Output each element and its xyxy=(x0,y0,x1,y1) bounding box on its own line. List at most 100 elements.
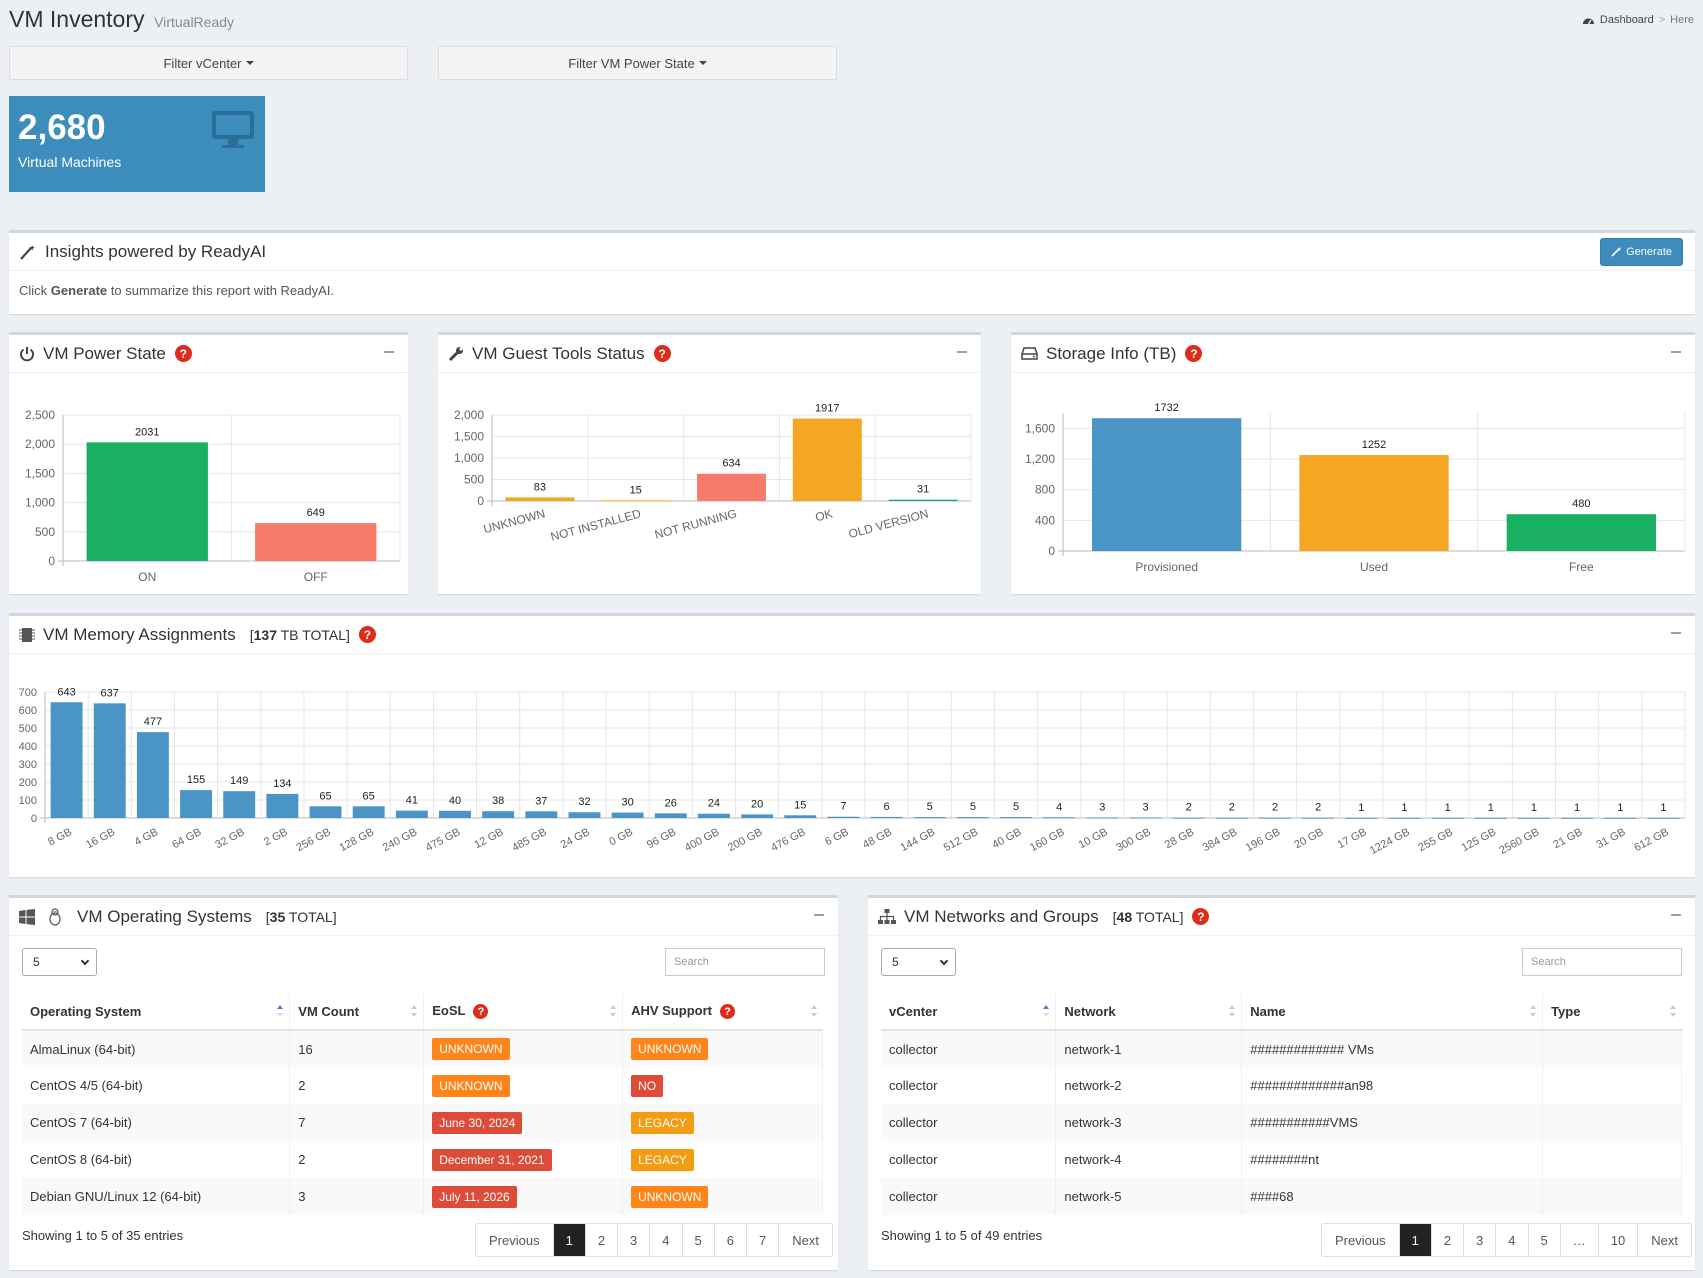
col-header-vm-count[interactable]: VM Count xyxy=(289,993,425,1031)
x-tick-label: 10 GB xyxy=(1077,826,1110,851)
networks-search-input[interactable]: Search xyxy=(1522,948,1682,976)
bar xyxy=(352,806,385,818)
x-tick-label: 2560 GB xyxy=(1497,826,1541,857)
os-name-cell: CentOS 7 (64-bit) xyxy=(22,1104,291,1141)
pagination-page[interactable]: 5 xyxy=(1529,1224,1561,1256)
y-tick-label: 2,000 xyxy=(454,408,484,422)
data-label: 2 xyxy=(1272,802,1278,814)
pagination-page[interactable]: 5 xyxy=(683,1224,715,1256)
col-header-vm-count-label: VM Count xyxy=(298,1003,359,1019)
os-page-size-select[interactable]: 5 xyxy=(22,948,97,976)
data-label: 3 xyxy=(1142,801,1148,813)
pagination-page[interactable]: 6 xyxy=(715,1224,747,1256)
y-tick-label: 1,000 xyxy=(454,451,484,465)
x-tick-label: 48 GB xyxy=(861,826,894,851)
pagination-page[interactable]: 10 xyxy=(1599,1224,1639,1256)
pagination-page[interactable]: 2 xyxy=(1432,1224,1465,1256)
eosl-badge: UNKNOWN xyxy=(432,1038,510,1060)
networks-page-size-select[interactable]: 5 xyxy=(881,948,956,976)
sort-icon xyxy=(1669,1005,1676,1017)
networks-header: VM Networks and Groups [48 TOTAL] ? xyxy=(868,898,1695,936)
collapse-icon[interactable] xyxy=(1671,914,1681,916)
pagination-page[interactable]: 3 xyxy=(1464,1224,1497,1256)
x-tick-label: 400 GB xyxy=(683,826,722,854)
data-label: 149 xyxy=(230,775,248,787)
y-tick-label: 500 xyxy=(464,473,484,487)
col-header-network[interactable]: Network xyxy=(1055,993,1243,1031)
caret-down-icon xyxy=(245,61,254,65)
os-search-input[interactable]: Search xyxy=(665,948,825,976)
collapse-icon[interactable] xyxy=(1671,632,1681,634)
network-cell: network-1 xyxy=(1055,1030,1243,1067)
col-header-name[interactable]: Name xyxy=(1241,993,1544,1031)
col-header-os-label: Operating System xyxy=(30,1003,142,1019)
help-icon[interactable]: ? xyxy=(1192,908,1210,925)
networks-total-unit: TOTAL xyxy=(1135,908,1180,925)
pagination-page[interactable]: 2 xyxy=(586,1224,619,1256)
bar xyxy=(1000,817,1033,819)
pagination-page[interactable]: 1 xyxy=(1399,1224,1432,1256)
y-tick-label: 400 xyxy=(19,741,37,753)
bar xyxy=(1604,817,1637,819)
col-header-type[interactable]: Type xyxy=(1542,993,1682,1031)
collapse-icon[interactable] xyxy=(814,914,824,916)
bar xyxy=(1474,817,1507,819)
x-tick-label: 475 GB xyxy=(424,826,463,854)
collapse-icon[interactable] xyxy=(384,351,394,353)
help-icon[interactable]: ? xyxy=(358,626,376,643)
memory-total-value: 137 xyxy=(253,626,277,643)
vm-count-label: Virtual Machines xyxy=(18,154,122,170)
data-label: 1 xyxy=(1617,802,1623,814)
pagination-page[interactable]: 4 xyxy=(1496,1224,1529,1256)
pagination-page[interactable]: 4 xyxy=(650,1224,683,1256)
pagination-page[interactable]: 7 xyxy=(747,1224,780,1256)
data-label: 7 xyxy=(840,801,846,813)
data-label: 1 xyxy=(1445,802,1451,814)
data-label: 1 xyxy=(1358,802,1364,814)
pagination-next[interactable]: Next xyxy=(1651,1232,1678,1248)
x-tick-label: 40 GB xyxy=(990,826,1023,851)
x-tick-label: 20 GB xyxy=(1292,826,1325,851)
vcenter-cell: collector xyxy=(881,1178,1057,1215)
y-tick-label: 0 xyxy=(477,494,484,508)
breadcrumb-dashboard[interactable]: Dashboard xyxy=(1599,14,1654,26)
col-header-vcenter[interactable]: vCenter xyxy=(881,993,1057,1031)
filter-vcenter-button[interactable]: Filter vCenter xyxy=(9,46,408,80)
col-header-os[interactable]: Operating System xyxy=(22,993,291,1031)
col-header-eosl[interactable]: EoSL? xyxy=(423,993,624,1031)
y-tick-label: 0 xyxy=(31,813,37,825)
bar xyxy=(1043,817,1076,819)
col-header-ahv[interactable]: AHV Support? xyxy=(622,993,823,1031)
data-label: 65 xyxy=(363,790,375,802)
data-label: 1 xyxy=(1531,802,1537,814)
os-page-size-value: 5 xyxy=(33,955,40,969)
x-tick-label: 125 GB xyxy=(1460,826,1499,854)
name-cell: #############an98 xyxy=(1241,1067,1544,1104)
y-tick-label: 300 xyxy=(19,759,37,771)
breadcrumb-here: Here xyxy=(1670,14,1694,26)
help-icon[interactable]: ? xyxy=(1185,345,1203,362)
help-icon[interactable]: ? xyxy=(473,1004,489,1020)
pagination-page[interactable]: 3 xyxy=(618,1224,651,1256)
pagination-next[interactable]: Next xyxy=(792,1232,819,1248)
help-icon[interactable]: ? xyxy=(653,345,671,362)
help-icon[interactable]: ? xyxy=(174,345,192,362)
bar xyxy=(505,497,575,501)
collapse-icon[interactable] xyxy=(957,351,967,353)
os-box: VM Operating Systems [35 TOTAL] 5 Search… xyxy=(9,895,838,1270)
pagination-previous[interactable]: Previous xyxy=(1322,1224,1400,1256)
pagination-page[interactable]: 1 xyxy=(553,1224,586,1256)
data-label: 6 xyxy=(884,801,890,813)
generate-button[interactable]: Generate xyxy=(1600,238,1683,266)
collapse-icon[interactable] xyxy=(1671,351,1681,353)
networks-total: [48 TOTAL] xyxy=(1112,908,1184,925)
memory-total: [137 TB TOTAL] xyxy=(249,626,350,643)
col-header-vcenter-label: vCenter xyxy=(889,1003,938,1019)
table-row: AlmaLinux (64-bit) 16 UNKNOWN UNKNOWN xyxy=(22,1030,823,1067)
page-title: VM Inventory xyxy=(9,6,145,32)
help-icon[interactable]: ? xyxy=(719,1004,735,1020)
bar xyxy=(956,817,989,819)
pagination-previous[interactable]: Previous xyxy=(476,1224,554,1256)
filter-power-state-button[interactable]: Filter VM Power State xyxy=(438,46,837,80)
